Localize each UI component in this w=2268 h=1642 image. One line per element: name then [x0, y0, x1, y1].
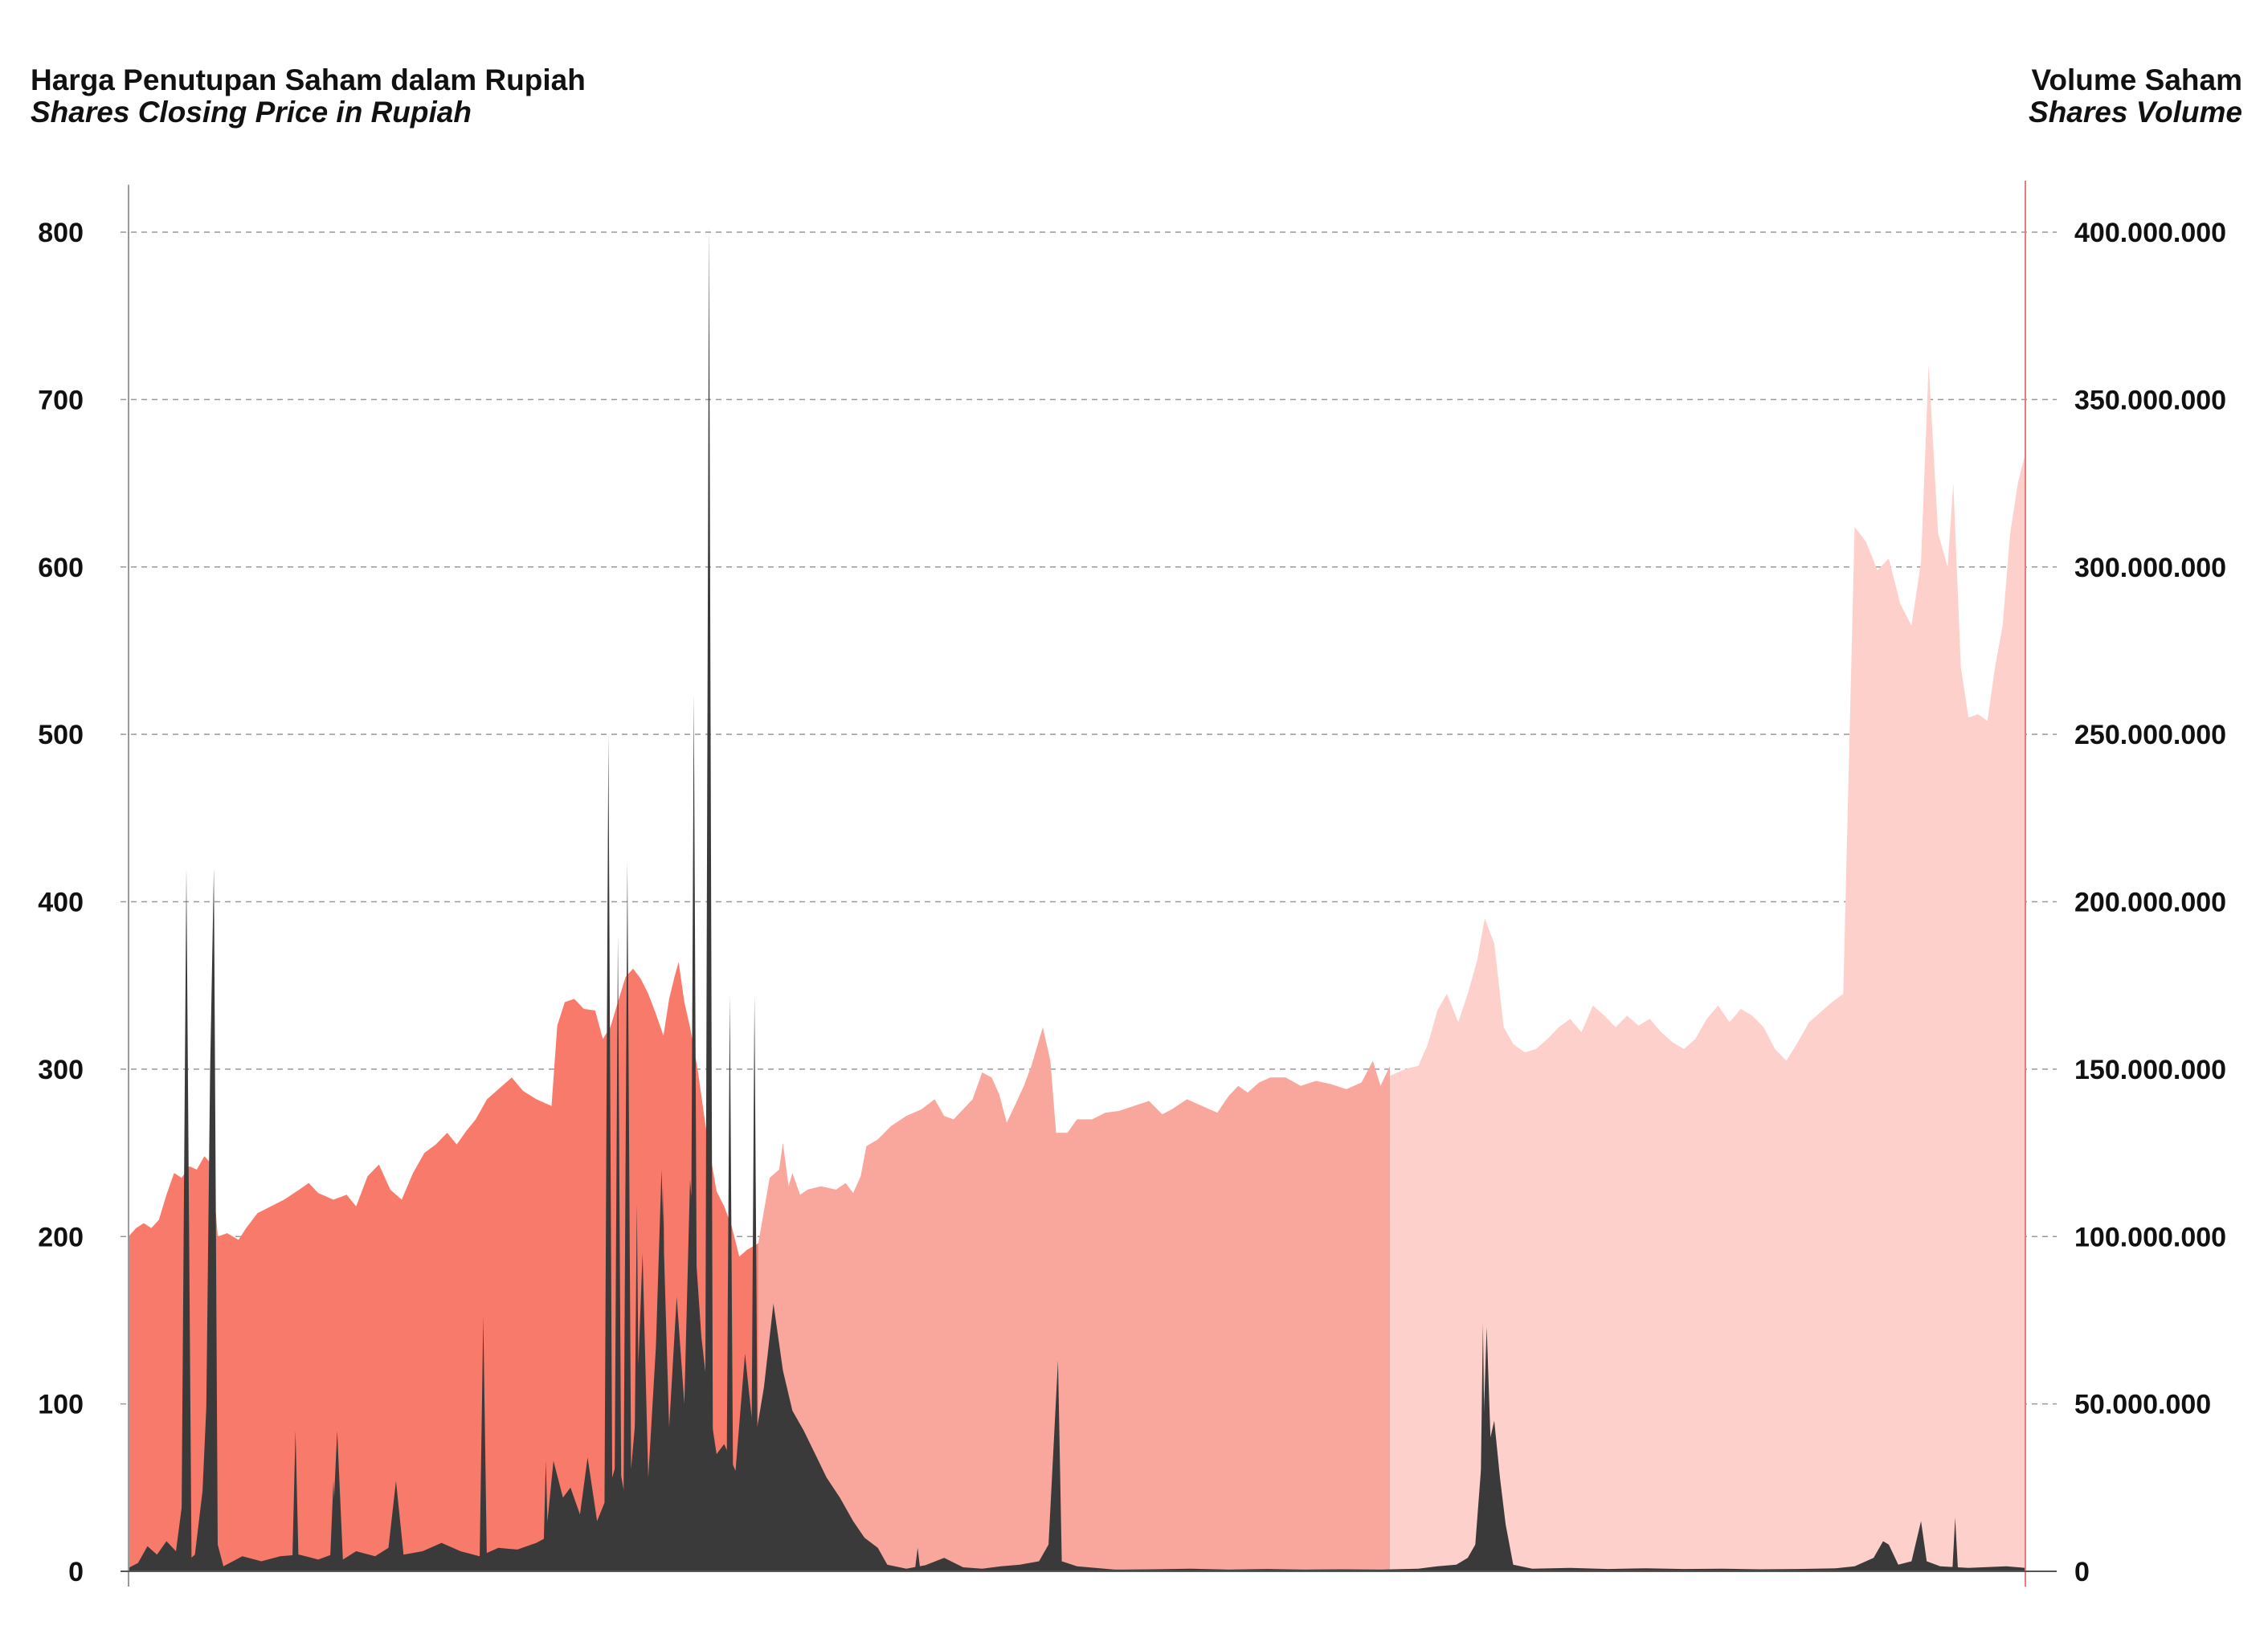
volume-spike: [623, 861, 632, 1571]
right-tick-label: 250.000.000: [2074, 720, 2226, 750]
volume-spike: [1952, 1517, 1959, 1571]
right-tick-label: 50.000.000: [2074, 1390, 2211, 1420]
right-tick-label: 350.000.000: [2074, 385, 2226, 415]
left-tick-label: 100: [38, 1390, 84, 1420]
left-axis-subtitle-text: Shares Closing Price in Rupiah: [31, 96, 472, 129]
price-area-period-2: [758, 1027, 1391, 1571]
volume-spike: [604, 734, 613, 1571]
volume-spike: [750, 995, 758, 1571]
right-axis-title-text: Volume Saham: [2031, 63, 2242, 96]
left-tick-label: 600: [38, 553, 84, 583]
left-tick-label: 700: [38, 385, 84, 415]
volume-spike: [1479, 1323, 1486, 1571]
left-tick-label: 500: [38, 720, 84, 750]
left-axis-title-text: Harga Penutupan Saham dalam Rupiah: [31, 63, 586, 96]
volume-spike: [633, 1203, 640, 1571]
right-axis-subtitle-text: Shares Volume: [2029, 96, 2242, 129]
right-tick-label: 300.000.000: [2074, 553, 2226, 583]
volume-spike: [181, 868, 192, 1571]
left-tick-label: 0: [68, 1557, 84, 1587]
left-tick-label: 300: [38, 1055, 84, 1085]
volume-spike: [542, 1460, 549, 1571]
right-tick-label: 150.000.000: [2074, 1055, 2226, 1085]
volume-spike: [479, 1317, 488, 1571]
right-axis-title: Volume Saham Shares Volume: [2029, 64, 2242, 129]
price-area-period-3: [1390, 364, 2025, 1572]
volume-spike: [292, 1431, 299, 1571]
left-axis-ticks: 0 100 200 300 400 500 600 700 800: [38, 218, 84, 1587]
volume-spike: [705, 225, 713, 1572]
price-areas: [129, 364, 2025, 1572]
volume-area: [129, 225, 2025, 1572]
axes: [121, 181, 2057, 1587]
volume-spike: [614, 935, 622, 1571]
right-tick-label: 400.000.000: [2074, 218, 2226, 248]
volume-spike: [914, 1547, 921, 1571]
left-tick-label: 400: [38, 888, 84, 918]
volume-spike: [839, 1541, 845, 1571]
right-axis-ticks: 0 50.000.000 100.000.000 150.000.000 200.000…: [2074, 218, 2226, 1587]
volume-spike: [689, 694, 698, 1571]
price-area-period-1: [129, 962, 758, 1571]
left-tick-label: 200: [38, 1222, 84, 1252]
right-tick-label: 100.000.000: [2074, 1222, 2226, 1252]
right-tick-label: 200.000.000: [2074, 888, 2226, 918]
volume-spike: [329, 1481, 337, 1571]
right-tick-label: 0: [2074, 1557, 2090, 1587]
volume-spike: [660, 1186, 667, 1571]
left-tick-label: 800: [38, 218, 84, 248]
volume-spike: [725, 995, 734, 1571]
left-axis-title: Harga Penutupan Saham dalam Rupiah Share…: [31, 64, 586, 129]
